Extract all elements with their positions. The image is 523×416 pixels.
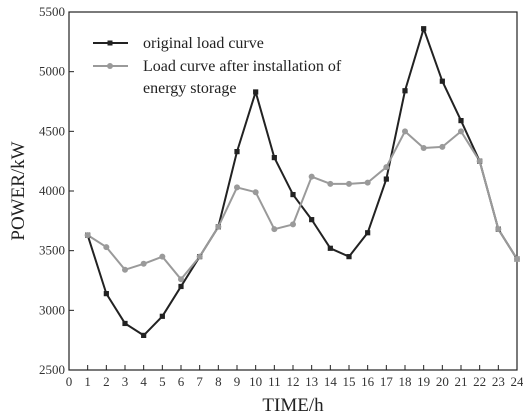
x-tick-label: 1 — [84, 374, 91, 389]
x-tick-label: 10 — [249, 374, 262, 389]
series-point-0 — [178, 283, 184, 290]
x-tick-label: 4 — [140, 374, 147, 389]
x-tick-label: 20 — [436, 374, 449, 389]
series-point-1 — [476, 158, 483, 165]
y-tick-label: 5000 — [39, 64, 65, 79]
x-tick-label: 7 — [196, 374, 203, 389]
legend-label-original: original load curve — [143, 35, 264, 52]
series-point-1 — [234, 184, 240, 191]
y-tick-label: 5500 — [39, 4, 65, 19]
x-tick-label: 22 — [473, 374, 486, 389]
y-tick-label: 3000 — [39, 302, 65, 317]
series-point-1 — [159, 253, 166, 260]
x-tick-label: 2 — [103, 374, 110, 389]
series-point-1 — [140, 260, 147, 267]
legend-label-storage-line2: energy storage — [143, 80, 236, 97]
series-point-1 — [364, 179, 371, 186]
series-point-1 — [178, 276, 184, 283]
series-point-1 — [402, 128, 408, 135]
series-point-1 — [439, 143, 446, 150]
series-point-1 — [514, 256, 520, 263]
series-point-0 — [402, 88, 408, 94]
x-tick-label: 21 — [455, 374, 468, 389]
x-tick-label: 14 — [324, 374, 338, 389]
x-tick-label: 18 — [399, 374, 412, 389]
x-tick-label: 19 — [417, 374, 430, 389]
legend: original load curve Load curve after ins… — [93, 35, 342, 97]
x-tick-label: 24 — [511, 374, 523, 389]
y-tick-label: 4000 — [39, 183, 65, 198]
series-point-0 — [439, 78, 445, 84]
x-tick-label: 0 — [66, 374, 73, 389]
y-tick-label: 4500 — [39, 123, 65, 138]
x-tick-label: 11 — [268, 374, 281, 389]
series-point-0 — [309, 217, 315, 223]
y-axis-title: POWER/kW — [8, 141, 29, 240]
x-tick-label: 6 — [178, 374, 185, 389]
series-point-1 — [215, 223, 222, 230]
legend-label-storage-line1: Load curve after installation of — [143, 58, 342, 75]
series-point-0 — [458, 117, 464, 124]
series-point-1 — [327, 180, 334, 187]
y-tick-label: 3500 — [39, 243, 65, 258]
series-point-0 — [159, 313, 165, 319]
series-point-1 — [308, 173, 315, 180]
series-markers — [84, 26, 520, 338]
series-line-1 — [87, 130, 518, 281]
series-point-0 — [346, 254, 352, 260]
x-tick-label: 15 — [343, 374, 356, 389]
axis-ticks: 0 1 2 3 4 5 6 7 8 9 10 11 12 13 14 15 16 17 18 19 20 21 22 23 24… — [39, 4, 523, 389]
x-tick-label: 16 — [361, 374, 375, 389]
series-point-1 — [420, 145, 427, 152]
x-tick-label: 5 — [159, 374, 166, 389]
series-point-0 — [103, 291, 109, 297]
x-tick-label: 13 — [305, 374, 318, 389]
series-line-0 — [86, 27, 518, 337]
series-point-1 — [290, 221, 296, 228]
x-axis-title: TIME/h — [262, 395, 324, 416]
x-tick-label: 3 — [122, 374, 129, 389]
series-point-1 — [252, 189, 259, 196]
series-point-0 — [365, 230, 371, 236]
series-point-1 — [196, 253, 203, 260]
series-point-0 — [141, 332, 147, 338]
series-point-1 — [271, 226, 278, 233]
series-point-1 — [458, 128, 464, 135]
series-point-0 — [271, 154, 277, 161]
x-tick-label: 17 — [380, 374, 394, 389]
series-point-1 — [346, 180, 352, 187]
series-point-0 — [383, 176, 389, 182]
series-point-0 — [122, 320, 128, 327]
series-point-1 — [84, 232, 91, 239]
series-point-1 — [103, 244, 110, 251]
series-point-0 — [290, 191, 296, 198]
series-point-1 — [495, 226, 502, 233]
x-tick-label: 8 — [215, 374, 222, 389]
legend-marker-original — [107, 40, 113, 46]
series-point-0 — [421, 26, 427, 32]
series-point-1 — [383, 164, 390, 171]
x-tick-label: 23 — [492, 374, 505, 389]
y-tick-label: 2500 — [39, 362, 65, 377]
legend-marker-storage — [107, 63, 113, 69]
series-point-0 — [253, 89, 259, 95]
x-tick-label: 12 — [287, 374, 300, 389]
x-tick-label: 9 — [234, 374, 241, 389]
series-lines — [86, 27, 518, 337]
series-point-0 — [234, 149, 240, 155]
series-point-1 — [122, 266, 128, 273]
series-point-0 — [327, 245, 333, 251]
